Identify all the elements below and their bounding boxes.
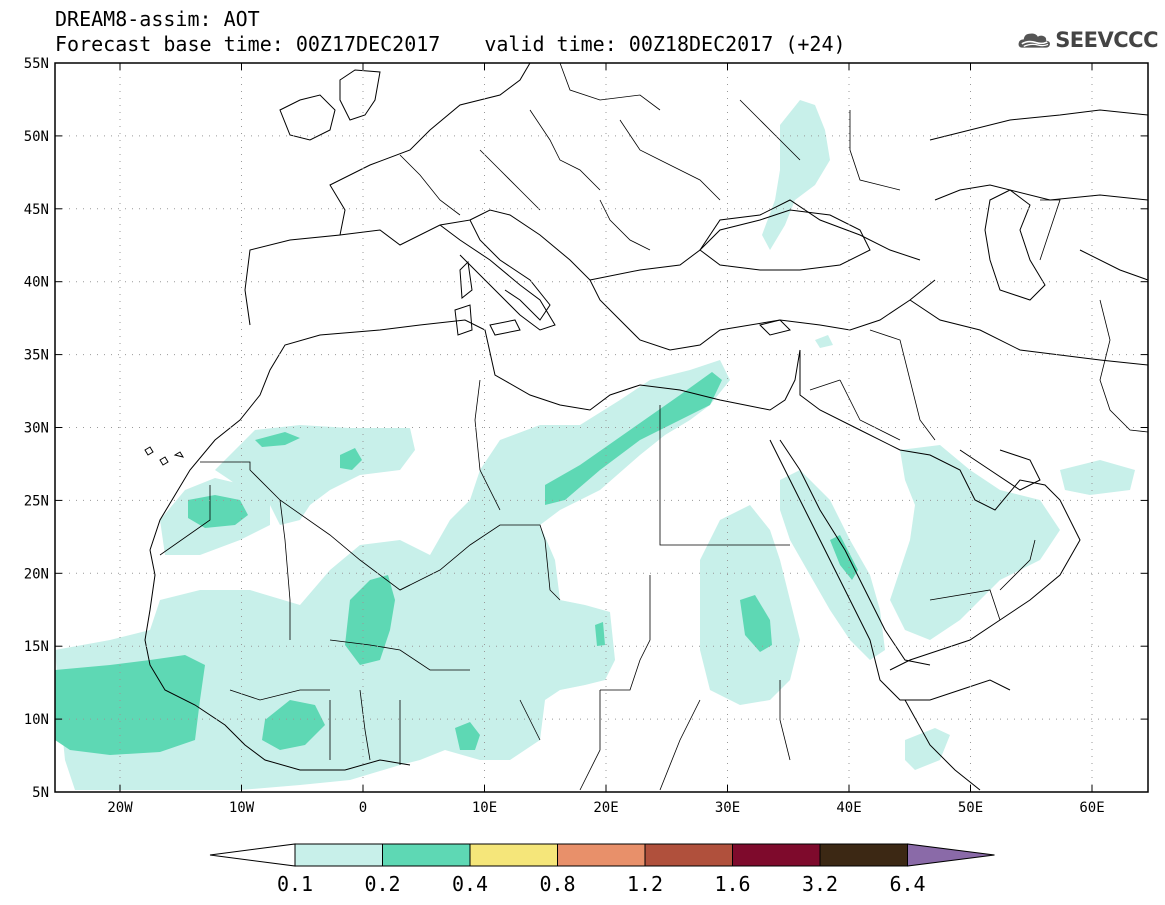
aot-contour-0.2 <box>455 722 480 750</box>
colorbar-segment <box>469 843 558 867</box>
aot-contour-0.2 <box>55 655 205 755</box>
colorbar-overflow <box>907 843 995 867</box>
aot-contour-0.2 <box>545 372 722 505</box>
map-title: DREAM8-assim: AOT <box>55 7 260 31</box>
borders <box>159 63 1148 791</box>
colorbar-segment <box>382 843 471 867</box>
lon-labels: 20W 10W 0 10E 20E 30E 40E 50E 60E <box>107 800 1104 816</box>
lat-label: 45N <box>24 202 49 218</box>
colorbar-label: 0.4 <box>452 872 488 896</box>
colorbar-label: 0.1 <box>277 872 313 896</box>
aot-contour-0.2 <box>262 700 325 750</box>
base-time: Forecast base time: 00Z17DEC2017 <box>55 32 441 56</box>
lon-label: 20E <box>593 800 618 816</box>
colorbar-label: 0.2 <box>364 872 400 896</box>
lat-label: 5N <box>32 785 49 801</box>
aot-contour-0.2 <box>345 575 395 665</box>
lat-label: 20N <box>24 566 49 582</box>
aot-contour-0.2 <box>595 622 605 646</box>
colorbar-segment <box>294 843 383 867</box>
aot-contour-0.2 <box>255 432 300 447</box>
logo-text: SEEVCCC <box>1055 28 1158 52</box>
lat-label: 35N <box>24 348 49 364</box>
colorbar-label: 0.8 <box>539 872 575 896</box>
colorbar-label: 1.6 <box>714 872 750 896</box>
aot-contour-0.1 <box>905 728 950 770</box>
valid-time: valid time: 00Z18DEC2017 (+24) <box>484 32 846 56</box>
axis-ticks <box>55 62 1148 793</box>
colorbar-segment <box>732 843 821 867</box>
lat-label: 15N <box>24 639 49 655</box>
aot-field <box>55 100 1135 790</box>
lat-label: 55N <box>24 56 49 72</box>
lat-labels: 55N 50N 45N 40N 35N 30N 25N 20N 15N 10N 5N <box>24 56 49 801</box>
colorbar-segment <box>557 843 646 867</box>
colorbar: 0.1 0.2 0.4 0.8 1.2 1.6 3.2 6.4 <box>209 843 995 896</box>
lon-label: 40E <box>836 800 861 816</box>
lon-label: 10W <box>229 800 255 816</box>
aot-contour-0.2 <box>830 535 858 580</box>
colorbar-label: 1.2 <box>627 872 663 896</box>
lon-label: 0 <box>359 800 367 816</box>
lat-label: 30N <box>24 421 49 437</box>
colorbar-segment <box>644 843 733 867</box>
aot-contour-0.1 <box>762 100 830 250</box>
colorbar-underflow <box>209 843 296 867</box>
lat-label: 10N <box>24 712 49 728</box>
lon-label: 60E <box>1079 800 1104 816</box>
cloud-icon <box>1018 33 1050 48</box>
lat-label: 25N <box>24 493 49 509</box>
aot-contour-0.1 <box>1060 460 1135 495</box>
colorbar-label: 6.4 <box>889 872 925 896</box>
seevccc-logo: SEEVCCC <box>1018 25 1158 55</box>
lon-label: 30E <box>715 800 740 816</box>
lat-label: 40N <box>24 275 49 291</box>
aot-contour-0.1 <box>815 335 833 348</box>
lon-label: 10E <box>472 800 497 816</box>
time-info: Forecast base time: 00Z17DEC2017 valid ti… <box>55 33 846 55</box>
aot-contour-0.2 <box>740 595 772 652</box>
lon-label: 20W <box>107 800 133 816</box>
colorbar-label: 3.2 <box>802 872 838 896</box>
lat-label: 50N <box>24 129 49 145</box>
aot-contour-0.2 <box>188 495 248 528</box>
aot-contour-0.1 <box>55 360 730 790</box>
gridlines <box>55 63 1148 792</box>
colorbar-segment <box>819 843 908 867</box>
coastlines <box>144 63 1148 791</box>
aot-contour-0.1 <box>890 445 1060 640</box>
lon-label: 50E <box>958 800 983 816</box>
aot-contour-0.2 <box>340 448 362 470</box>
